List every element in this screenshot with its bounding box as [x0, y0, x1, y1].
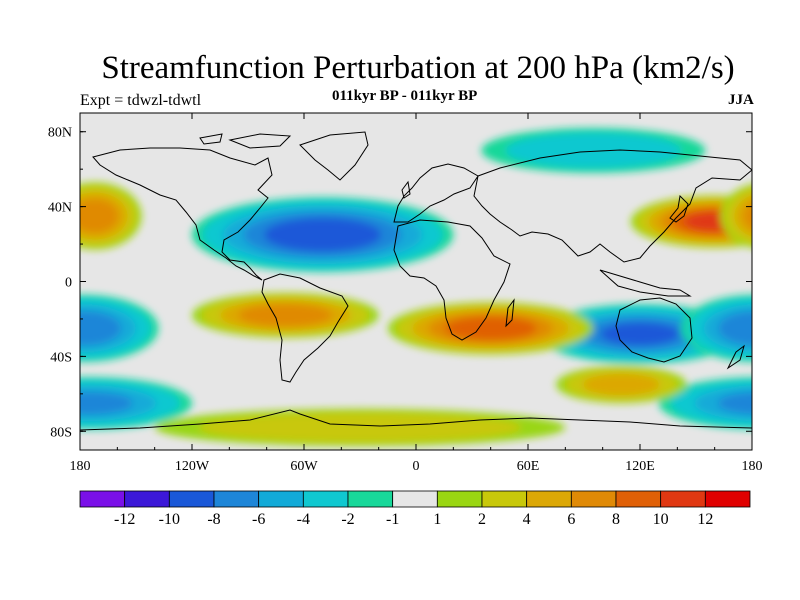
colorbar-label: -6: [252, 511, 265, 528]
colorbar-label: 4: [523, 511, 531, 528]
lon-label: 120E: [625, 459, 655, 474]
colorbar-label: -1: [386, 511, 399, 528]
colorbar-label: -2: [341, 511, 354, 528]
season-label: JJA: [728, 92, 754, 108]
colorbar-box: [660, 490, 706, 508]
colorbar-box: [615, 490, 662, 508]
colorbar-label: 1: [433, 511, 441, 528]
coastlines: [80, 131, 752, 431]
field-contour: [264, 217, 382, 252]
field-contour: [80, 392, 133, 415]
field-contour: [0, 368, 6, 400]
colorbar-box: [302, 490, 349, 508]
colorbar-box: [347, 490, 394, 508]
colorbar-box: [704, 490, 751, 508]
colorbar: -12 -10 -8 -6 -4 -2 -1 1 2 4 6 8 10 12: [79, 490, 751, 528]
plot-title: Streamfunction Perturbation at 200 hPa (…: [101, 50, 735, 86]
colorbar-box: [570, 490, 617, 508]
field-contour: [198, 412, 522, 443]
field-contour: [0, 322, 7, 345]
colorbar-label: 12: [697, 511, 713, 528]
coast-south-america: [261, 273, 349, 383]
field-contour: [0, 317, 25, 350]
lat-label: 40S: [50, 350, 72, 365]
lon-label: 120W: [175, 459, 210, 474]
field-contour: [238, 303, 332, 327]
field-contour: [743, 203, 752, 229]
colorbar-box: [168, 490, 215, 508]
field-contour: [0, 128, 33, 173]
experiment-label: Expt = tdwzl-tdwtl: [80, 92, 202, 109]
coast-uk: [401, 180, 411, 199]
field-contour: [0, 133, 9, 168]
colorbar-label: -4: [297, 511, 310, 528]
lat-label: 0: [65, 276, 72, 291]
lat-label: 40N: [48, 201, 72, 216]
colorbar-box: [213, 490, 260, 508]
field-contour: [80, 311, 122, 346]
field-contour: [734, 194, 752, 237]
colorbar-label: -12: [114, 511, 135, 528]
field-contour: [80, 215, 85, 228]
colorbar-label: 2: [478, 511, 486, 528]
lat-label: 80S: [50, 425, 72, 440]
coast-africa: [393, 219, 511, 341]
colorbar-box: [436, 490, 483, 508]
coast-greenland: [299, 131, 369, 181]
coast-europe: [393, 163, 479, 223]
colorbar-label: -10: [159, 511, 180, 528]
colorbar-box: [258, 490, 304, 508]
period-subtitle: 011kyr BP - 011kyr BP: [332, 88, 478, 104]
coast-japan: [669, 194, 689, 223]
colorbar-label: 8: [612, 511, 620, 528]
lat-label: 80N: [48, 126, 72, 141]
map-panel: [0, 113, 752, 450]
field-contour: [582, 373, 660, 396]
map-axes: 80N 40N 0 40S 80S 180 120W 60W 0 60E 120E 180: [48, 113, 763, 474]
coast-asia: [473, 149, 752, 263]
coast-australia: [615, 297, 693, 363]
field-contour: [600, 322, 680, 346]
field-contour: [0, 312, 43, 356]
coast-indonesia: [599, 269, 692, 297]
colorbar-box: [124, 490, 170, 508]
lon-label: 60E: [517, 459, 540, 474]
lon-label: 180: [70, 459, 91, 474]
coast-arctic-islands: [199, 133, 292, 149]
lon-label: 180: [742, 459, 763, 474]
coast-madagascar: [505, 298, 515, 328]
field-contour: [505, 132, 682, 169]
coast-antarctica: [80, 409, 752, 431]
field-contour: [444, 316, 537, 341]
colorbar-box: [481, 490, 528, 508]
field-contour: [717, 392, 752, 415]
field-contour: [80, 199, 119, 233]
colorbar-box: [79, 490, 126, 508]
colorbar-label: 6: [567, 511, 575, 528]
colorbar-box: [526, 490, 572, 508]
field-contour: [718, 311, 752, 346]
colorbar-label: -8: [207, 511, 220, 528]
colorbar-label: 10: [653, 511, 669, 528]
field-contour: [0, 366, 15, 403]
lon-label: 0: [413, 459, 420, 474]
streamfunction-field: [0, 127, 752, 447]
lon-label: 60W: [290, 459, 318, 474]
coast-new-zealand: [726, 344, 745, 370]
coast-north-america: [92, 147, 273, 281]
colorbar-box: [392, 490, 438, 508]
